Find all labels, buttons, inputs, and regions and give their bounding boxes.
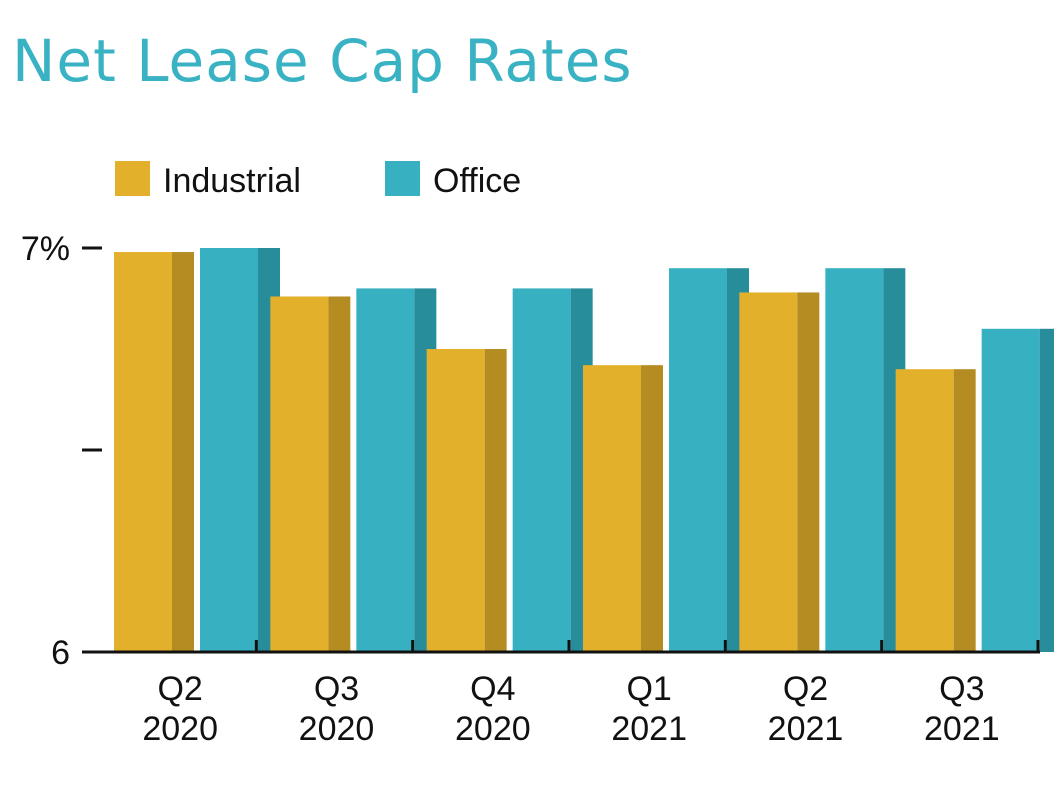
- bar-face: [825, 268, 884, 652]
- bar-office-3: [669, 268, 749, 652]
- category-quarter: Q3: [939, 670, 984, 708]
- category-year: 2020: [142, 710, 218, 748]
- category-year: 2020: [455, 710, 531, 748]
- category-year: 2020: [299, 710, 375, 748]
- axes: 7% 6: [21, 230, 1040, 672]
- bar-side: [797, 292, 820, 652]
- y-tick-label: 7%: [21, 230, 70, 268]
- bar-side: [641, 365, 663, 652]
- category-label-5: Q3 2021: [924, 670, 1000, 748]
- bar-face: [739, 292, 798, 652]
- category-quarter: Q1: [626, 670, 671, 708]
- category-quarter: Q2: [783, 670, 828, 708]
- bar-side: [1039, 328, 1054, 652]
- bar-industrial-1: [270, 296, 351, 652]
- legend-swatch-office: [385, 161, 420, 196]
- bar-side: [328, 296, 351, 652]
- bar-industrial-3: [583, 365, 663, 652]
- bar-side: [172, 252, 194, 653]
- bar-side: [953, 369, 976, 652]
- category-label-2: Q4 2020: [455, 670, 531, 748]
- category-quarter: Q4: [470, 670, 515, 708]
- legend: Industrial Office: [115, 161, 521, 200]
- bar-face: [270, 296, 329, 652]
- bar-office-0: [200, 248, 280, 652]
- legend-label-industrial: Industrial: [163, 162, 301, 200]
- category-label-4: Q2 2021: [768, 670, 844, 748]
- category-label-0: Q2 2020: [142, 670, 218, 748]
- bar-face: [981, 328, 1040, 652]
- category-label-1: Q3 2020: [299, 670, 375, 748]
- bar-face: [200, 248, 258, 652]
- bar-face: [114, 252, 172, 653]
- category-year: 2021: [924, 710, 1000, 748]
- legend-label-office: Office: [433, 162, 521, 200]
- bar-industrial-5: [895, 369, 976, 652]
- category-year: 2021: [768, 710, 844, 748]
- category-year: 2021: [611, 710, 687, 748]
- bar-face: [426, 349, 485, 652]
- bar-industrial-4: [739, 292, 820, 652]
- legend-swatch-industrial: [115, 161, 150, 196]
- bar-industrial-0: [114, 252, 194, 653]
- bars: [114, 248, 1054, 653]
- chart-title: Net Lease Cap Rates: [12, 27, 633, 95]
- category-quarter: Q2: [157, 670, 202, 708]
- bar-face: [512, 288, 571, 652]
- bar-industrial-2: [426, 349, 507, 652]
- category-quarter: Q3: [314, 670, 359, 708]
- y-tick-label: 6: [51, 634, 70, 672]
- bar-face: [583, 365, 641, 652]
- bar-office-5: [981, 328, 1054, 652]
- bar-face: [895, 369, 954, 652]
- bar-face: [669, 268, 727, 652]
- bar-side: [484, 349, 507, 652]
- bar-face: [356, 288, 415, 652]
- bar-office-2: [512, 288, 593, 652]
- category-label-3: Q1 2021: [611, 670, 687, 748]
- bar-office-1: [356, 288, 437, 652]
- bar-office-4: [825, 268, 906, 652]
